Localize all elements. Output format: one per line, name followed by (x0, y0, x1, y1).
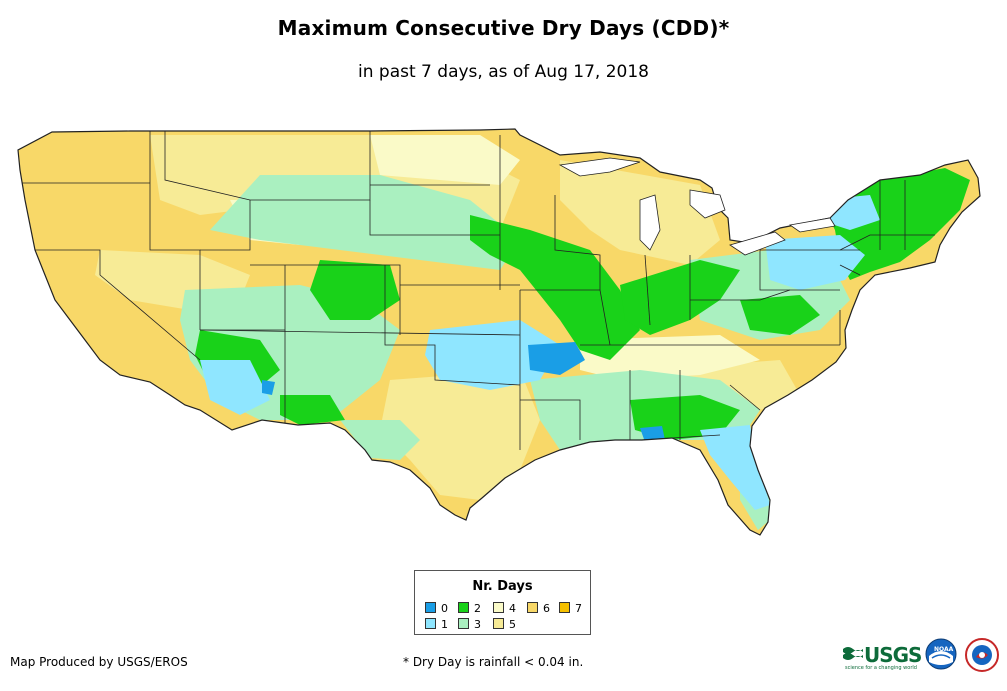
dry-day-footnote: * Dry Day is rainfall < 0.04 in. (403, 655, 584, 669)
zone-3-texas-west (340, 420, 420, 460)
legend-swatch-1 (425, 618, 436, 629)
legend-label-0: 0 (441, 602, 448, 615)
usgs-logo: USGS science for a changing world (843, 641, 922, 671)
map-credit: Map Produced by USGS/EROS (10, 655, 188, 669)
usgs-logo-tagline: science for a changing world (845, 665, 917, 671)
legend-swatch-4 (493, 602, 504, 613)
legend-swatch-5 (493, 618, 504, 629)
legend-item-1: 1 (425, 618, 448, 631)
usgs-wave-icon (843, 647, 863, 660)
nws-logo-icon (965, 638, 999, 672)
legend-label-5: 5 (509, 618, 516, 631)
legend-item-2: 2 (458, 602, 481, 615)
legend-swatch-7 (559, 602, 570, 613)
zone-1-pennsylvania (765, 235, 865, 290)
legend-title: Nr. Days (472, 579, 533, 594)
legend-label-7: 7 (575, 602, 582, 615)
legend-swatch-3 (458, 618, 469, 629)
zone-2-indiana (620, 260, 740, 335)
zone-3-central-plains (210, 175, 520, 270)
zone-2-midwest (470, 215, 640, 360)
zone-2-colorado (310, 260, 400, 320)
map-title: Maximum Consecutive Dry Days (CDD)* (277, 16, 730, 40)
zone-2-virginia (740, 295, 820, 335)
cdd-zones (95, 135, 970, 530)
state-borders (20, 131, 935, 450)
zone-5-texas (380, 370, 540, 500)
legend-item-4: 4 (493, 602, 516, 615)
legend-item-5: 5 (493, 618, 516, 631)
legend-label-2: 2 (474, 602, 481, 615)
zone-4-north-dakota (370, 135, 520, 185)
map-subtitle: in past 7 days, as of Aug 17, 2018 (358, 62, 649, 82)
zone-4-tennessee (580, 335, 760, 380)
lake-superior (558, 157, 641, 177)
legend-swatch-0 (425, 602, 436, 613)
lake-ontario (788, 217, 836, 233)
legend-label-1: 1 (441, 618, 448, 631)
usgs-logo-text: USGS (864, 643, 922, 667)
legend-item-7: 7 (559, 602, 582, 615)
zone-0-arkansas (528, 342, 585, 375)
zone-0-georgia (640, 426, 665, 442)
legend-item-3: 3 (458, 618, 481, 631)
zone-1-oklahoma (425, 320, 560, 390)
noaa-logo-text: NOAA (934, 646, 954, 653)
legend-label-4: 4 (509, 602, 516, 615)
legend: Nr. Days 0 1 2 3 4 5 6 7 (414, 570, 591, 635)
legend-swatch-2 (458, 602, 469, 613)
legend-swatch-6 (527, 602, 538, 613)
lake-michigan (639, 194, 661, 251)
agency-logos: USGS science for a changing world NOAA (843, 638, 1003, 678)
zone-2-new-mexico (280, 395, 345, 425)
lake-huron (689, 189, 726, 219)
zone-0-arizona (262, 380, 275, 395)
zone-1-arizona (200, 360, 270, 415)
lake-erie (729, 231, 786, 256)
legend-label-3: 3 (474, 618, 481, 631)
great-lakes (558, 157, 836, 256)
noaa-logo-icon (925, 638, 957, 670)
legend-item-0: 0 (425, 602, 448, 615)
legend-item-6: 6 (527, 602, 550, 615)
legend-label-6: 6 (543, 602, 550, 615)
